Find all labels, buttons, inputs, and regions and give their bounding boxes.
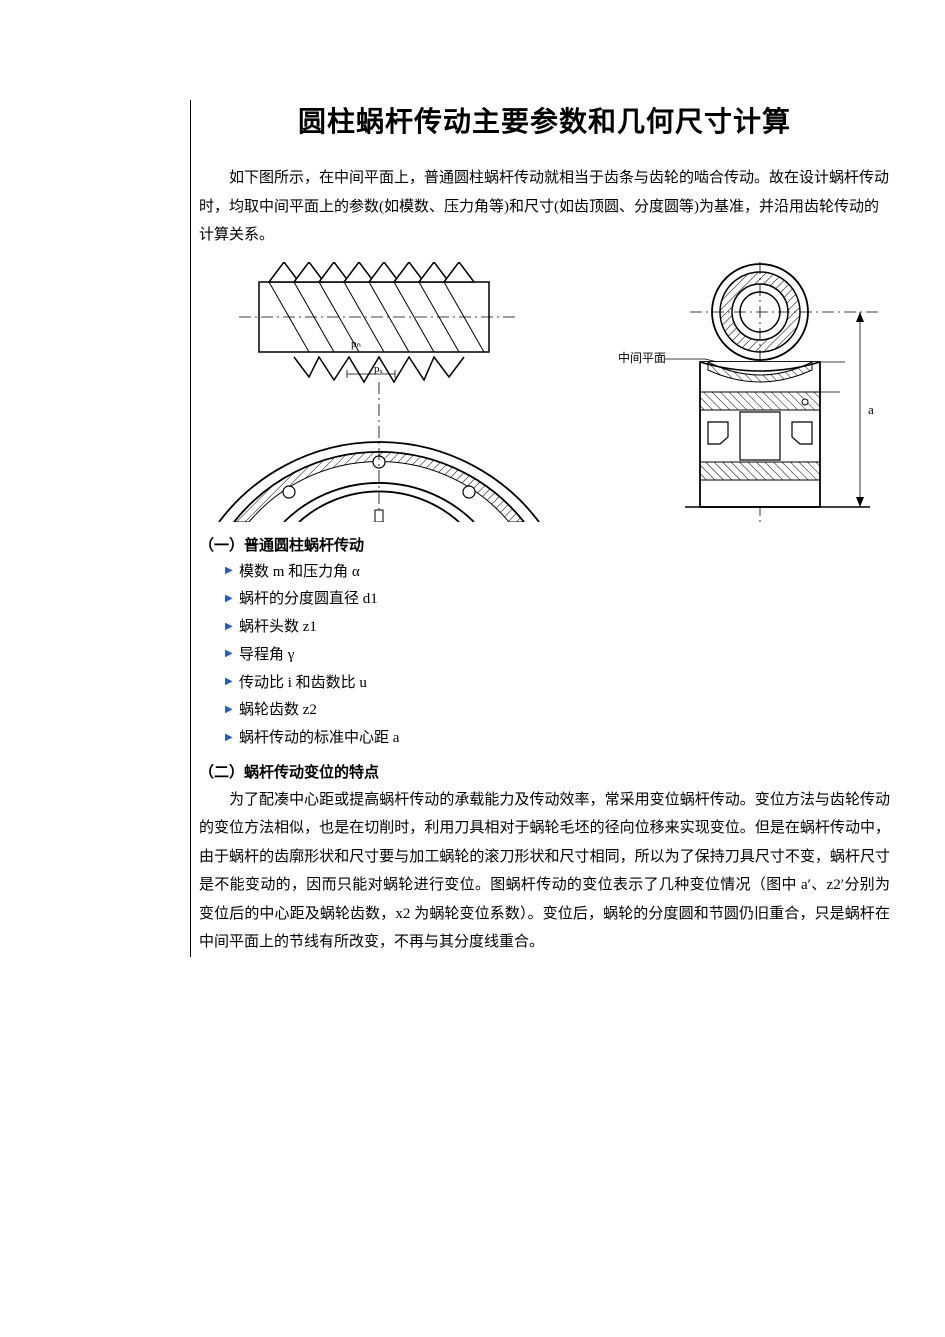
worm-gear-side-diagram: 中间平面 a — [590, 262, 890, 522]
list-item: 蜗杆传动的标准中心距 a — [239, 725, 890, 753]
document-page: 圆柱蜗杆传动主要参数和几何尺寸计算 如下图所示，在中间平面上，普通圆柱蜗杆传动就… — [190, 100, 890, 957]
list-item: 蜗杆头数 z1 — [239, 614, 890, 642]
label-a: a — [868, 402, 874, 417]
section2-heading: （二）蜗杆传动变位的特点 — [199, 761, 890, 782]
section1-heading: （一）普通圆柱蜗杆传动 — [199, 534, 890, 555]
intro-paragraph: 如下图所示，在中间平面上，普通圆柱蜗杆传动就相当于齿条与齿轮的啮合传动。故在设计… — [199, 164, 890, 250]
section2-body: 为了配凑中心距或提高蜗杆传动的承载能力及传动效率，常采用变位蜗杆传动。变位方法与… — [199, 786, 890, 957]
list-item: 模数 m 和压力角 α — [239, 559, 890, 587]
label-px: pₓ — [374, 363, 384, 375]
list-item: 导程角 γ — [239, 642, 890, 670]
page-title: 圆柱蜗杆传动主要参数和几何尺寸计算 — [199, 100, 890, 140]
list-item: 传动比 i 和齿数比 u — [239, 670, 890, 698]
list-item: 蜗杆的分度圆直径 d1 — [239, 586, 890, 614]
diagram-row: pₓ pₙ — [199, 262, 890, 522]
label-pn: pₙ — [351, 338, 361, 350]
worm-gear-front-diagram: pₓ pₙ — [199, 262, 559, 522]
list-item: 蜗轮齿数 z2 — [239, 697, 890, 725]
label-midplane: 中间平面 — [618, 350, 666, 365]
section1-list: 模数 m 和压力角 α 蜗杆的分度圆直径 d1 蜗杆头数 z1 导程角 γ 传动… — [199, 559, 890, 753]
